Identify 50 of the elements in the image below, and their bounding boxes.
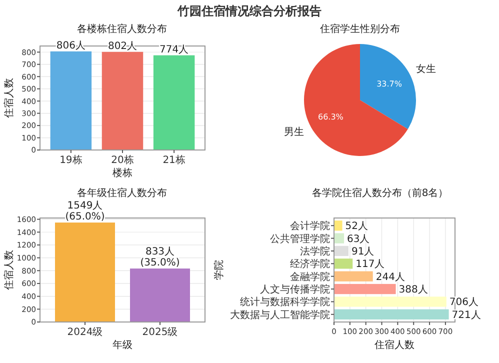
data-label: 774人 bbox=[160, 44, 189, 56]
x-tick-label: 20栋 bbox=[111, 154, 134, 166]
bar bbox=[334, 271, 373, 282]
bar bbox=[334, 309, 449, 320]
data-label: 52人 bbox=[345, 221, 368, 232]
bar bbox=[334, 220, 342, 231]
y-axis-title: 住宿人数 bbox=[3, 250, 15, 290]
pie-slice bbox=[304, 44, 408, 156]
x-axis-title: 楼栋 bbox=[112, 167, 132, 179]
data-label: 706人 bbox=[449, 297, 478, 308]
data-label: 33.7% bbox=[376, 80, 402, 89]
data-label: 806人 bbox=[56, 40, 86, 52]
bar bbox=[334, 233, 344, 244]
pie-slice bbox=[360, 44, 416, 130]
data-label: 388人 bbox=[398, 284, 428, 296]
text: 竹园住宿情况综合分析报告 bbox=[176, 4, 322, 18]
data-label: 802人 bbox=[108, 40, 138, 52]
x-tick-label: 2024级 bbox=[67, 326, 103, 338]
data-label: 63人 bbox=[347, 234, 370, 245]
bar bbox=[334, 296, 446, 307]
data-label: 721人 bbox=[452, 310, 481, 321]
bar bbox=[334, 284, 396, 294]
slice-label: 男生 bbox=[284, 126, 304, 138]
y-tick-label: 法学院 bbox=[300, 245, 330, 258]
y-tick-label: 人文与传播学院 bbox=[260, 284, 330, 296]
y-tick-label: 金融学院 bbox=[290, 270, 330, 283]
y-axis-title: 住宿人数 bbox=[3, 78, 15, 118]
chart-title: 各年级住宿人数分布 bbox=[77, 187, 167, 199]
chart-title: 住宿学生性别分布 bbox=[320, 23, 400, 35]
x-tick-label: 2025级 bbox=[142, 326, 178, 338]
x-axis-title: 年级 bbox=[112, 339, 132, 351]
data-label: 244人 bbox=[376, 272, 405, 283]
y-tick-label: 公共管理学院 bbox=[270, 232, 330, 245]
data-label: 91人 bbox=[351, 246, 374, 258]
x-tick-label: 19栋 bbox=[60, 154, 82, 166]
data-label: 66.3% bbox=[318, 112, 344, 122]
chart-title: 各楼栋住宿人数分布 bbox=[77, 23, 167, 35]
data-label: 117人 bbox=[356, 259, 385, 270]
x-axis-title: 住宿人数 bbox=[374, 339, 414, 351]
data-label: 1549人 (65.0%) bbox=[65, 200, 105, 223]
y-axis-title: 学院 bbox=[213, 260, 225, 280]
x-tick-label: 21栋 bbox=[162, 154, 186, 166]
y-tick-label: 大数据与人工智能学院 bbox=[230, 308, 330, 321]
y-tick-label: 经济学院 bbox=[290, 258, 330, 270]
y-tick-label: 会计学院 bbox=[290, 220, 330, 232]
data-label: 833人 (35.0%) bbox=[140, 246, 180, 269]
y-tick-label: 统计与数据科学学院 bbox=[240, 296, 330, 308]
bar bbox=[334, 258, 353, 269]
chart-title: 各学院住宿人数分布（前8名） bbox=[312, 187, 448, 199]
slice-label: 女生 bbox=[416, 62, 436, 75]
